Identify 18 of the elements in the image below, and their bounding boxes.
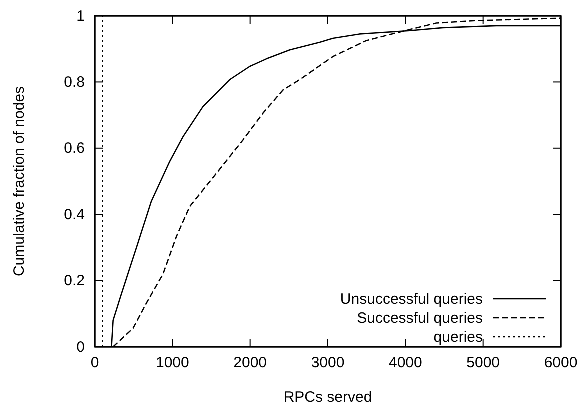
x-tick-label: 1000 [156, 354, 190, 372]
x-tick-label: 5000 [466, 354, 500, 372]
x-tick-label: 6000 [544, 354, 578, 372]
y-tick-label: 0.4 [64, 206, 85, 224]
y-tick-label: 0.2 [64, 272, 85, 290]
y-tick-label: 0 [76, 338, 85, 356]
legend-label: Successful queries [357, 310, 483, 327]
y-tick-label: 1 [76, 8, 85, 25]
y-axis-title: Cumulative fraction of nodes [11, 86, 28, 277]
x-tick-label: 0 [90, 354, 100, 372]
x-axis-title: RPCs served [284, 389, 372, 406]
legend-label: Unsuccessful queries [340, 291, 483, 308]
y-tick-label: 0.8 [64, 74, 85, 91]
y-tick-label: 0.6 [64, 140, 85, 158]
x-tick-label: 3000 [311, 354, 345, 372]
x-tick-label: 2000 [234, 354, 268, 372]
x-tick-label: 4000 [388, 354, 422, 372]
legend-label: queries [434, 329, 483, 346]
